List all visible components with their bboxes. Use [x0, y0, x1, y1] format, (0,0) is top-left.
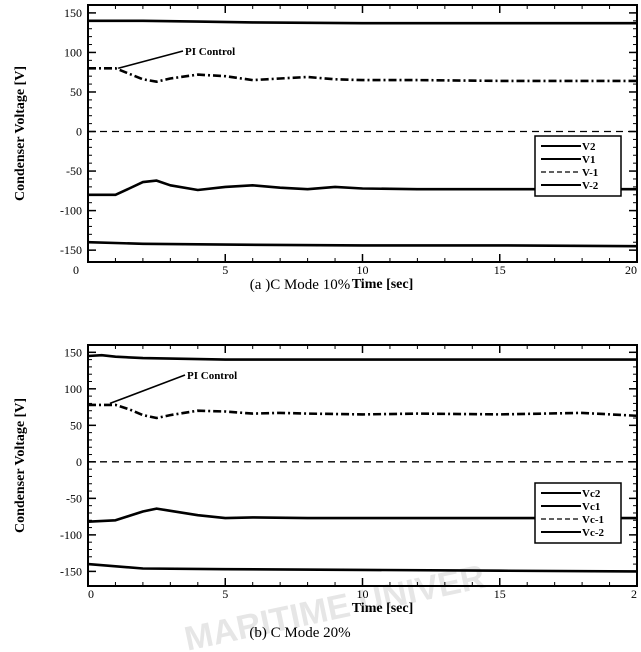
y-tick-label: -150 [60, 243, 82, 257]
y-tick-label: 100 [64, 45, 82, 59]
figure-caption: (b) C Mode 20% [249, 625, 350, 641]
legend-entry: Vc-1 [582, 514, 604, 526]
figure-caption: (a )C Mode 10% [250, 277, 350, 293]
y-tick-label: -100 [60, 204, 82, 218]
y-tick-label: 150 [64, 6, 82, 20]
x-tick-label: 15 [494, 263, 506, 277]
y-axis-title: Condenser Voltage [V] [13, 66, 28, 201]
series-line-unlabeled-4 [87, 562, 638, 573]
legend-entry: Vc1 [582, 501, 600, 513]
series-line-unlabeled-4 [87, 240, 638, 248]
x-tick-label: 2 [631, 587, 637, 601]
annotation-pointer [109, 374, 186, 405]
series-line-v-2 [88, 179, 637, 197]
series-line-vc1 [88, 403, 638, 420]
chart-panel-b: 150 100 50 0 -50 -100 -150 0 5 10 15 2 Time [sec] Con… [13, 344, 638, 641]
y-tick-label: 50 [70, 418, 82, 432]
y-tick-label: 0 [76, 125, 82, 139]
x-tick-label: 10 [357, 263, 369, 277]
annotation-label: PI Control [185, 46, 235, 58]
x-tick-label: 5 [222, 263, 228, 277]
y-tick-label: 50 [70, 85, 82, 99]
series-line-vc2 [87, 353, 637, 361]
legend-entry: Vc2 [582, 488, 601, 500]
x-tick-label: 10 [357, 587, 369, 601]
y-tick-label: -50 [66, 491, 82, 505]
y-axis-title: Condenser Voltage [V] [13, 398, 28, 533]
x-tick-label: 0 [88, 587, 94, 601]
plot-frame [87, 4, 638, 263]
y-tick-label: -100 [60, 528, 82, 542]
legend-entry: V2 [582, 141, 596, 153]
chart-panel-a: 150 100 50 0 -50 -100 -150 5 10 15 20 0 Time [sec] Co… [13, 4, 638, 293]
legend-entry: V-1 [582, 167, 598, 179]
y-tick-label: 150 [64, 345, 82, 359]
y-tick-label: 100 [64, 382, 82, 396]
origin-label: 0 [73, 263, 79, 277]
x-axis-title: Time [sec] [352, 277, 414, 292]
y-tick-label: -50 [66, 164, 82, 178]
y-tick-label: -150 [60, 564, 82, 578]
legend-entry: Vc-2 [582, 527, 604, 539]
annotation-label: PI Control [187, 370, 237, 382]
legend-entry: V-2 [582, 180, 599, 192]
series-line-v2 [88, 19, 637, 25]
legend-entry: V1 [582, 154, 595, 166]
x-tick-label: 20 [625, 263, 637, 277]
series-line-v1 [88, 67, 637, 83]
x-tick-label: 5 [222, 587, 228, 601]
y-tick-label: 0 [76, 455, 82, 469]
series-line-vc-2 [87, 507, 637, 523]
annotation-pointer [117, 50, 184, 70]
x-tick-label: 15 [494, 587, 506, 601]
x-axis-title: Time [sec] [352, 601, 414, 616]
